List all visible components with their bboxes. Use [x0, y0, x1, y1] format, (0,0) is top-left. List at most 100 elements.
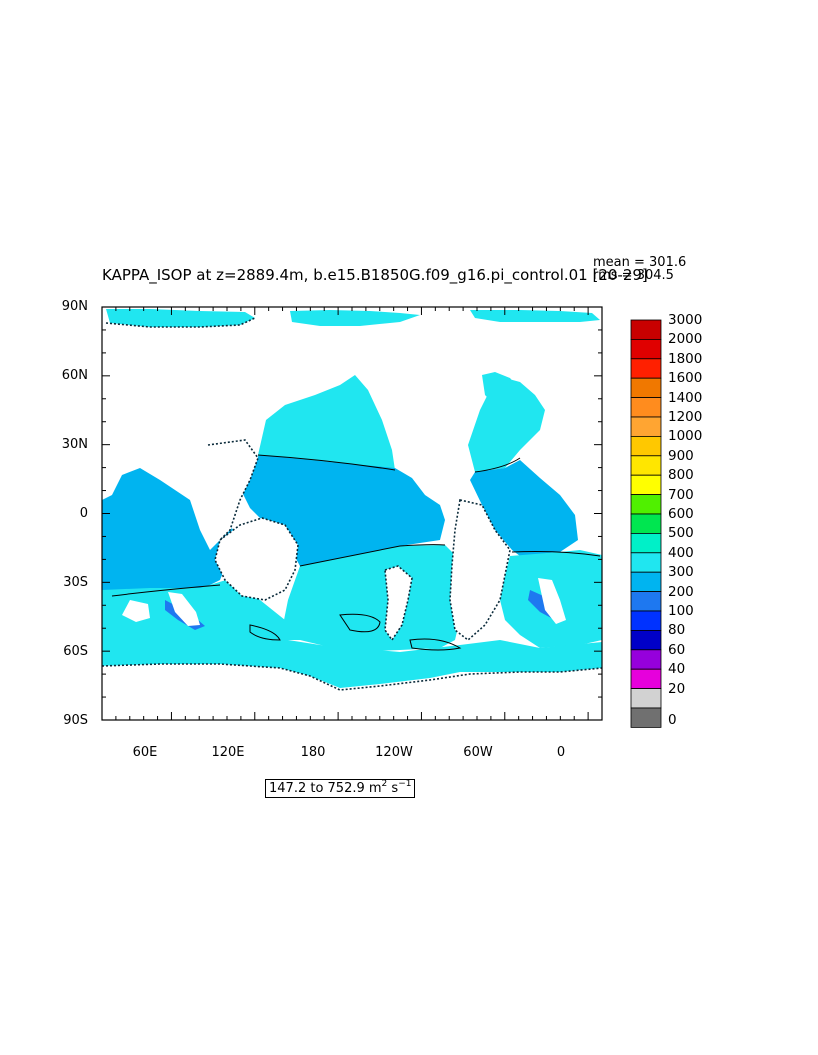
- legend-swatch: [630, 571, 662, 593]
- legend-level-label: 0: [668, 712, 677, 728]
- lon-label-180: 180: [300, 745, 326, 760]
- north-atlantic: [468, 378, 545, 472]
- legend-swatch: [630, 533, 662, 554]
- legend-level-label: 2000: [668, 331, 703, 348]
- legend-level-label: 60: [668, 641, 686, 658]
- legend-swatch: [630, 552, 662, 573]
- stats-box: mean = 301.6 rms = 304.5: [593, 256, 686, 282]
- legend-level-label: 1000: [668, 428, 703, 445]
- south-america-land: [450, 500, 510, 640]
- map-field: [102, 309, 602, 720]
- coast-australia: [214, 517, 299, 601]
- legend-swatch: [630, 513, 662, 534]
- legend-level-label: 800: [668, 467, 694, 484]
- legend-swatch: [630, 668, 662, 690]
- contour-so-2: [409, 638, 462, 651]
- arctic-strip-west: [106, 309, 255, 327]
- legend-level-label: 200: [668, 583, 694, 600]
- contour-satl: [511, 551, 601, 557]
- legend-swatch: [630, 377, 662, 399]
- coast-africa: [207, 439, 259, 541]
- lon-label-120e: 120E: [211, 745, 245, 760]
- lon-label-120w: 120W: [375, 745, 413, 760]
- legend-level-label: 500: [668, 525, 694, 542]
- contour-spac: [299, 544, 446, 567]
- sp-island-1: [385, 566, 412, 640]
- legend-swatch: [630, 688, 662, 709]
- antarctica-land: [102, 664, 602, 720]
- contour-so-3: [249, 624, 281, 641]
- contour-io: [111, 584, 221, 597]
- sa-island: [538, 578, 566, 624]
- lon-label-60w: 60W: [463, 745, 493, 760]
- sp-island-2: [168, 592, 200, 626]
- australia-land: [215, 518, 298, 600]
- indian-ridge-island: [122, 600, 150, 622]
- legend-swatch: [630, 494, 662, 515]
- legend-swatch: [630, 610, 662, 631]
- plot-title: KAPPA_ISOP at z=2889.4m, b.e15.B1850G.f0…: [102, 266, 648, 284]
- baffin-region: [482, 372, 520, 405]
- southern-ocean: [102, 580, 602, 688]
- indian-ocean: [102, 468, 240, 595]
- coast-antarctica: [102, 663, 602, 691]
- lat-label-60n: 60N: [61, 368, 88, 383]
- contour-lines: [111, 454, 601, 651]
- africa-land: [195, 440, 258, 540]
- contour-natl: [474, 457, 521, 473]
- coast-south-america: [449, 499, 511, 642]
- legend-swatch: [630, 416, 662, 437]
- axis-ticks: [101, 306, 603, 721]
- range-text: 147.2 to 752.9 m: [269, 781, 382, 796]
- north-pacific: [258, 375, 395, 470]
- legend-swatch: [630, 591, 662, 612]
- legend-level-label: 1400: [668, 389, 703, 406]
- legend-swatch: [630, 397, 662, 418]
- range-box: 147.2 to 752.9 m2 s−1: [265, 779, 416, 798]
- legend-swatch: [630, 630, 662, 651]
- legend-level-label: 1200: [668, 409, 703, 425]
- legend-level-label: 40: [668, 661, 686, 678]
- contour-so-1: [339, 613, 381, 633]
- lat-label-90n: 90N: [61, 299, 88, 314]
- legend-swatch: [630, 358, 662, 379]
- range-unit-s: s: [387, 781, 399, 796]
- range-exp-1: 2: [381, 779, 388, 789]
- contour-npac: [257, 454, 396, 471]
- legend-level-label: 1800: [668, 350, 703, 367]
- legend-swatch: [630, 474, 662, 496]
- legend-swatch: [630, 435, 662, 457]
- legend-level-label: 3000: [668, 312, 703, 328]
- rms-stat: rms = 304.5: [593, 268, 674, 283]
- arctic-strip-central: [290, 310, 420, 326]
- legend-swatch: [630, 649, 662, 670]
- range-exp-2: −1: [398, 779, 412, 789]
- color-legend: [630, 319, 662, 728]
- coast-arctic: [105, 317, 256, 328]
- legend-level-label: 900: [668, 447, 694, 464]
- legend-level-label: 80: [668, 622, 686, 639]
- mean-stat: mean = 301.6: [593, 255, 687, 270]
- lat-label-30s: 30S: [63, 575, 88, 590]
- coastlines: [102, 317, 602, 691]
- lat-label-30n: 30N: [61, 437, 88, 452]
- legend-swatch: [630, 338, 662, 360]
- lat-label-60s: 60S: [63, 644, 88, 659]
- south-pacific: [280, 545, 465, 652]
- legend-level-label: 100: [668, 603, 694, 619]
- lat-label-90s: 90S: [63, 713, 88, 728]
- lon-label-0: 0: [556, 745, 566, 760]
- legend-level-label: 600: [668, 506, 694, 522]
- legend-swatch: [630, 455, 662, 476]
- legend-level-label: 400: [668, 544, 694, 561]
- legend-level-label: 1600: [668, 370, 703, 387]
- lon-label-60e: 60E: [132, 745, 158, 760]
- legend-swatch: [630, 319, 662, 340]
- legend-level-label: 300: [668, 564, 694, 581]
- legend-level-label: 700: [668, 486, 694, 503]
- arctic-strip-east: [470, 310, 600, 322]
- legend-swatch: [630, 707, 662, 728]
- legend-level-label: 20: [668, 680, 686, 697]
- coast-sp-island: [384, 565, 413, 642]
